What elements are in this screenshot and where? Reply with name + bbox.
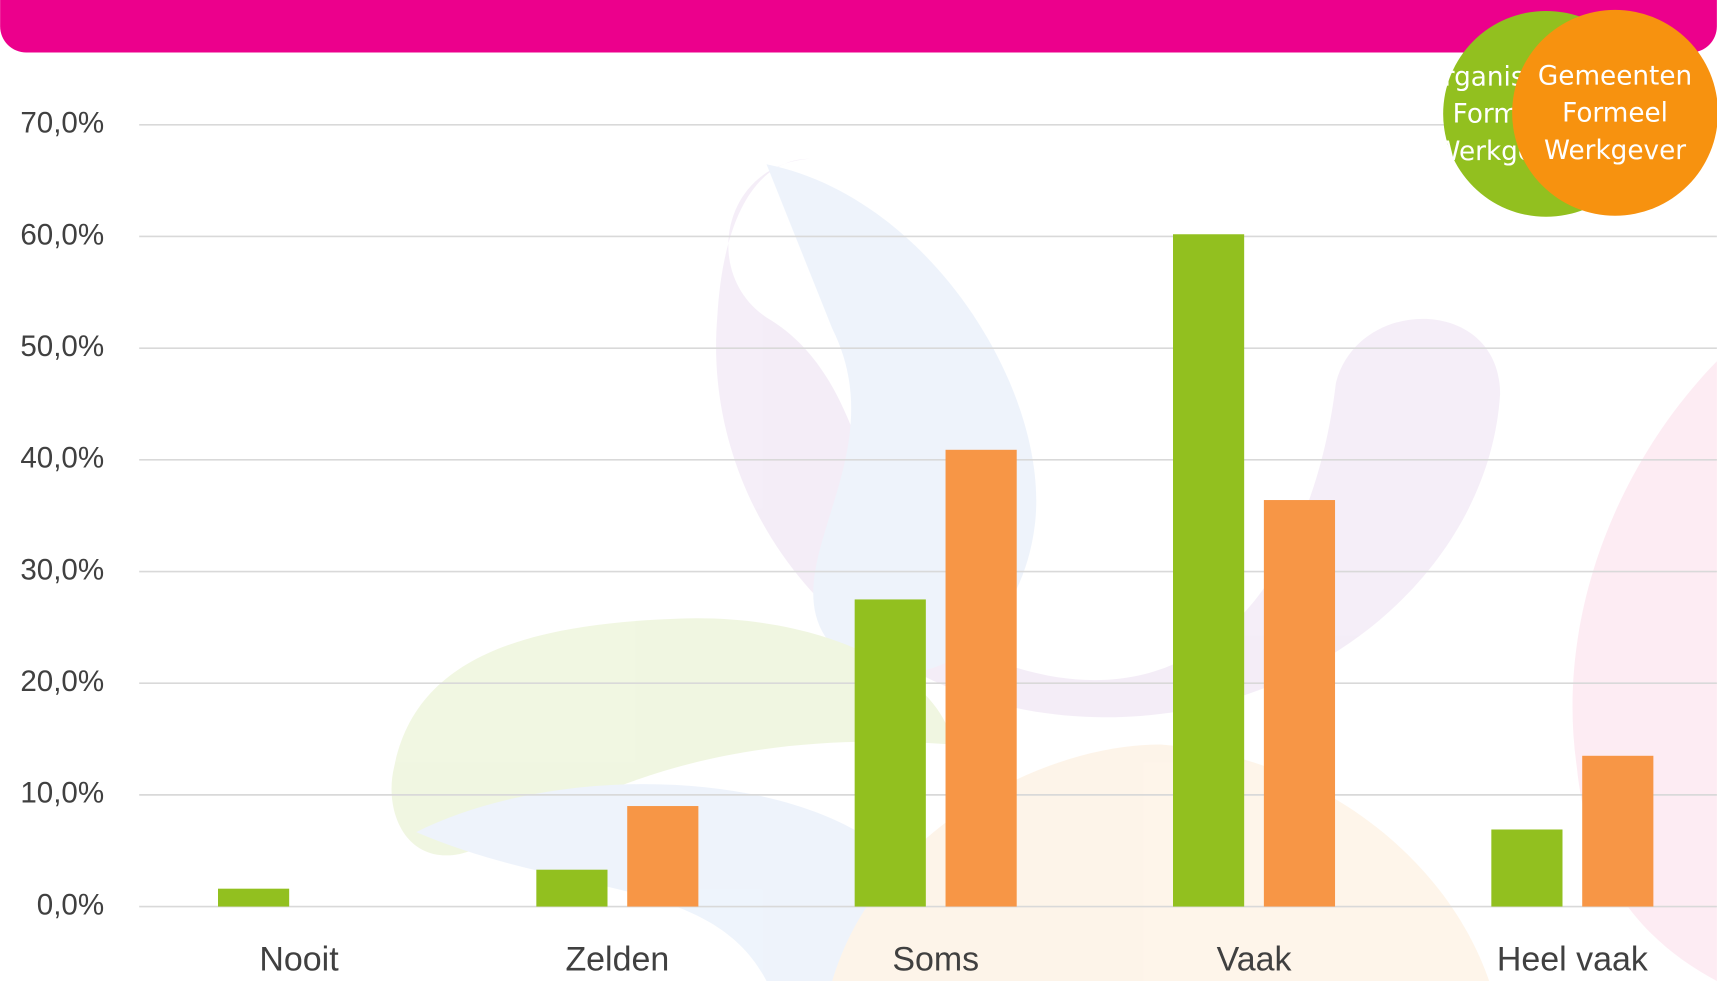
- y-tick-label: 20,0%: [20, 665, 104, 698]
- y-tick-label: 40,0%: [20, 442, 104, 475]
- bar: [536, 869, 608, 907]
- legend-entry: Gemeenten Formeel Werkgever: [1537, 60, 1693, 166]
- bar: [945, 449, 1017, 907]
- y-tick-label: 50,0%: [20, 330, 104, 363]
- plot-area: 0,0% 10,0% 20,0% 30,0% 40,0% 50,0% 60,0% 70,0% N…: [20, 107, 1717, 978]
- y-tick-label: 60,0%: [20, 218, 104, 251]
- x-tick-label: Nooit: [259, 940, 339, 978]
- header-banner: [0, 0, 1717, 53]
- x-tick-label: Vaak: [1217, 940, 1293, 978]
- y-tick-label: 0,0%: [37, 888, 104, 921]
- bar: [1173, 234, 1245, 907]
- legend-swatch: [1512, 9, 1717, 216]
- x-tick-label: Zelden: [565, 940, 669, 978]
- bar: [1582, 755, 1654, 907]
- bar: [218, 888, 290, 907]
- x-tick-label: Soms: [892, 940, 979, 978]
- bar: [1263, 500, 1336, 907]
- bar: [854, 599, 926, 907]
- y-tick-label: 70,0%: [20, 107, 104, 140]
- bar: [627, 806, 699, 907]
- y-tick-label: 10,0%: [20, 777, 104, 810]
- legend-label: Gemeenten Formeel Werkgever: [1537, 60, 1693, 166]
- y-tick-label: 30,0%: [20, 553, 104, 586]
- legend: Organisaties Formeel Werkgever Gemeenten…: [1423, 9, 1717, 217]
- bar: [1491, 829, 1563, 907]
- x-tick-label: Heel vaak: [1497, 940, 1649, 978]
